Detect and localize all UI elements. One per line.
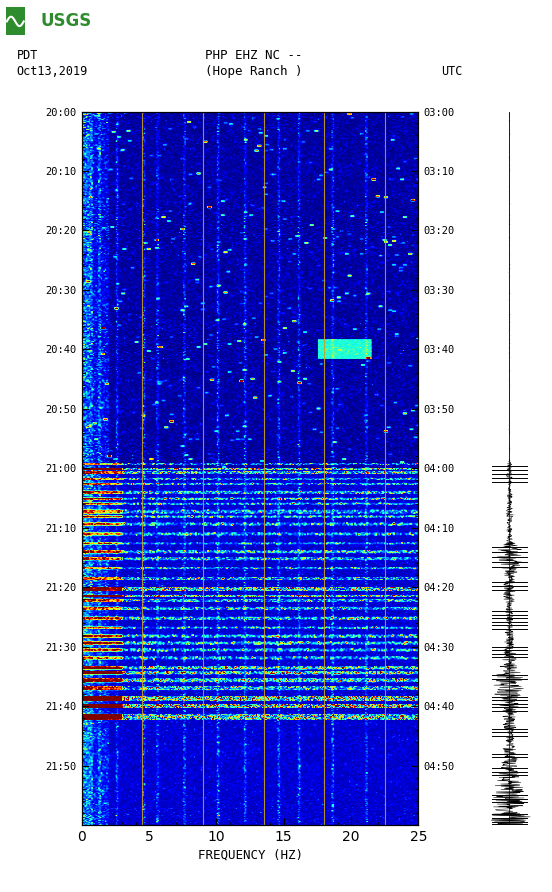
Text: Oct13,2019: Oct13,2019 (17, 65, 88, 78)
Text: UTC: UTC (442, 65, 463, 78)
Text: PHP EHZ NC --: PHP EHZ NC -- (205, 49, 302, 62)
Text: PDT: PDT (17, 49, 38, 62)
Text: USGS: USGS (40, 12, 92, 30)
FancyBboxPatch shape (7, 7, 25, 36)
X-axis label: FREQUENCY (HZ): FREQUENCY (HZ) (198, 848, 302, 861)
Text: (Hope Ranch ): (Hope Ranch ) (205, 65, 302, 78)
